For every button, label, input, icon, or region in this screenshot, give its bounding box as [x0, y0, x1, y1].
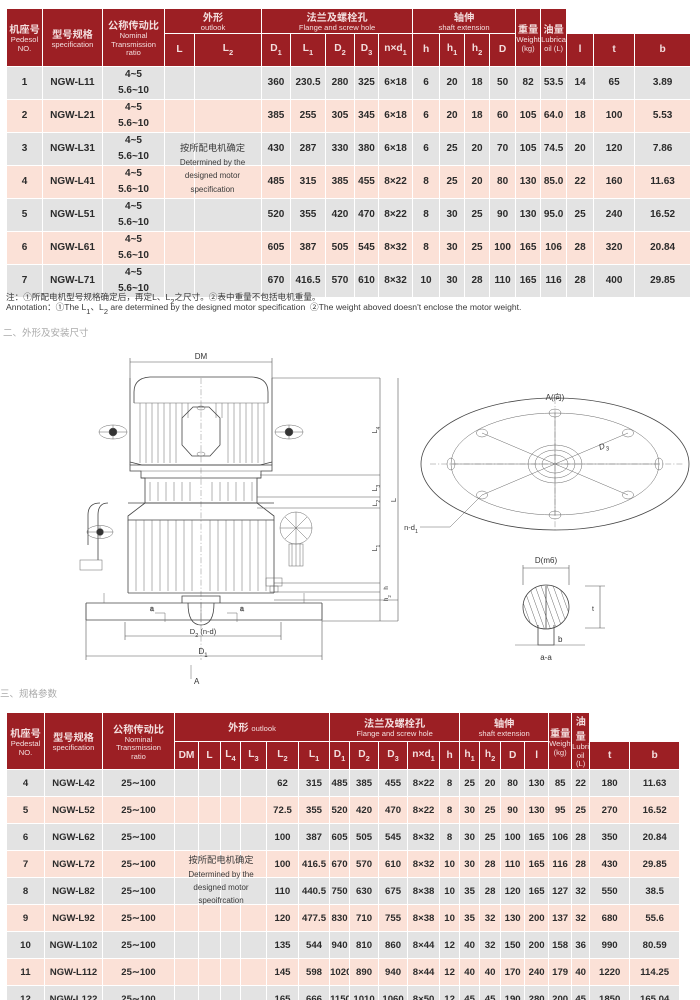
svg-text:a-a: a-a [540, 653, 552, 662]
svg-text:b: b [558, 635, 563, 644]
svg-text:L2: L2 [372, 500, 382, 507]
svg-text:L4: L4 [372, 426, 382, 433]
svg-text:D1: D1 [198, 647, 208, 659]
svg-text:D2 (n-d): D2 (n-d) [190, 627, 217, 639]
svg-text:a: a [150, 606, 154, 613]
svg-text:L1: L1 [372, 544, 382, 551]
svg-text:D3: D3 [598, 440, 611, 455]
svg-text:a: a [240, 606, 244, 613]
svg-text:L: L [389, 498, 398, 502]
svg-text:n-d1: n-d1 [404, 523, 418, 535]
svg-text:D(m6): D(m6) [535, 556, 558, 565]
svg-text:DM: DM [195, 352, 208, 361]
svg-text:t: t [592, 606, 594, 613]
svg-text:L3: L3 [372, 484, 382, 491]
svg-text:h: h [384, 586, 390, 589]
svg-text:A: A [194, 677, 200, 686]
